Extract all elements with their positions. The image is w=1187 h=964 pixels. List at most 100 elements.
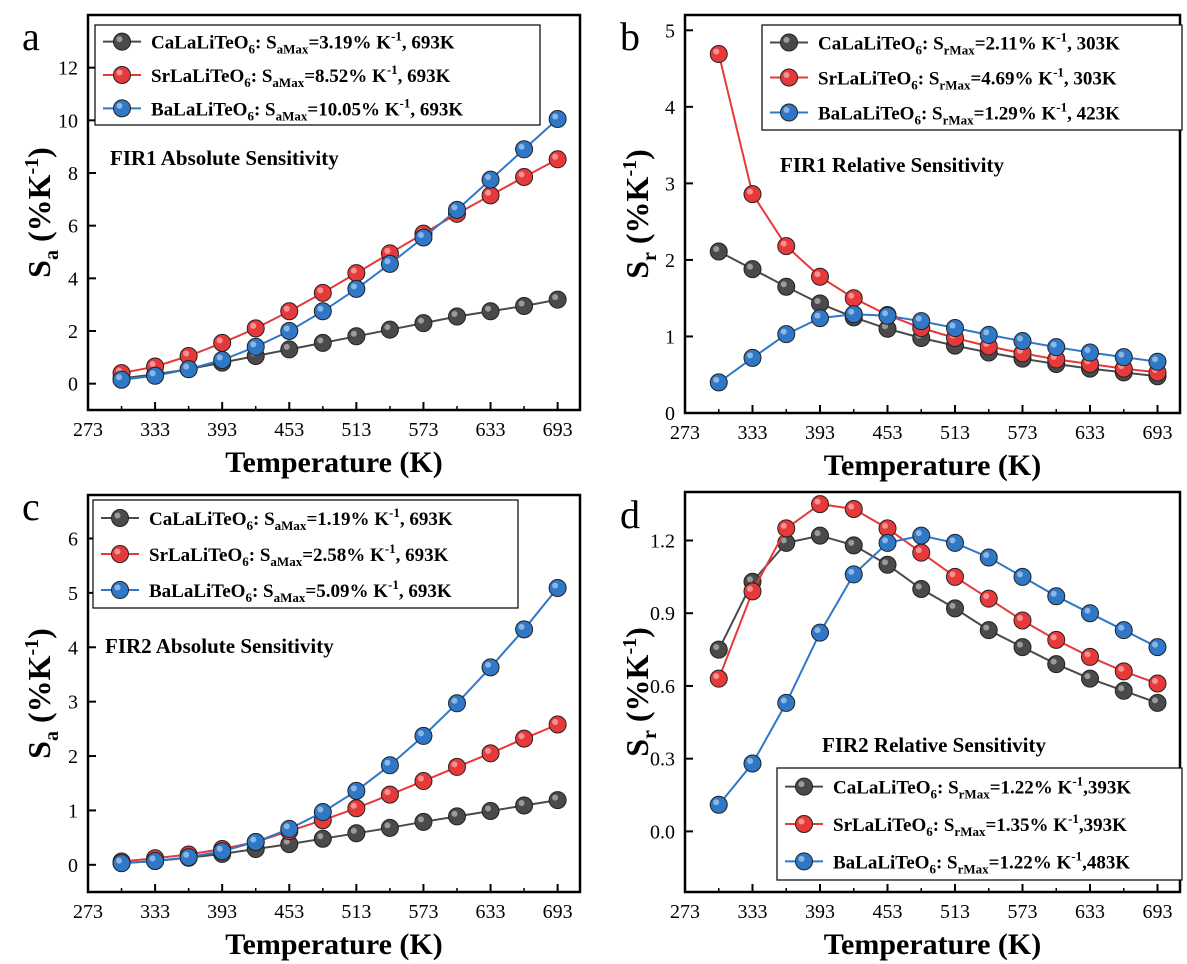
data-point-highlight: [848, 503, 855, 510]
data-point-highlight: [417, 816, 424, 823]
data-point-highlight: [1118, 624, 1125, 631]
data-point-highlight: [780, 328, 787, 335]
data-point: [979, 548, 998, 567]
data-point: [777, 237, 796, 256]
data-point-highlight: [216, 354, 223, 361]
data-point: [448, 200, 466, 219]
data-point: [380, 254, 399, 273]
y-axis-label: Sa (%K-1): [21, 147, 63, 278]
y-tick-label: 2: [665, 250, 675, 272]
data-point-highlight: [1017, 335, 1023, 342]
data-point-highlight: [317, 287, 324, 294]
data-point-highlight: [552, 294, 559, 301]
data-point: [414, 228, 433, 247]
data-point: [213, 842, 232, 861]
plot-frame: [683, 13, 1182, 415]
data-point: [1047, 587, 1066, 606]
data-point-highlight: [949, 537, 956, 544]
data-point: [347, 279, 366, 298]
panel-c: c 273 333 393 453 513 573 633 693 0 1 2 3 4 5 6 Temperat…: [21, 484, 582, 961]
data-point-highlight: [915, 315, 922, 322]
data-point-highlight: [814, 271, 821, 278]
data-point: [979, 325, 998, 344]
legend-marker-highlight: [114, 584, 121, 591]
data-point: [515, 729, 534, 748]
plot-frame: [86, 493, 582, 894]
panel-letter: a: [22, 14, 40, 59]
data-point: [481, 658, 500, 677]
data-point-highlight: [848, 568, 855, 575]
y-tick-label: 4: [68, 637, 78, 659]
data-point: [878, 306, 897, 325]
data-point-highlight: [518, 623, 525, 630]
data-point: [280, 322, 299, 340]
data-point-highlight: [451, 761, 458, 768]
data-point-highlight: [1050, 341, 1057, 348]
data-point-highlight: [882, 310, 888, 317]
data-point-highlight: [1084, 673, 1091, 680]
data-point-highlight: [983, 624, 990, 631]
legend-entry: BaLaLiTeO6: SrMax=1.22% K-1,483K: [833, 848, 1130, 876]
data-point-highlight: [183, 363, 190, 370]
data-point-highlight: [149, 855, 156, 862]
x-tick-label: 333: [140, 419, 170, 441]
data-point-highlight: [451, 697, 458, 704]
data-point: [1114, 662, 1133, 681]
data-point: [1114, 348, 1133, 367]
x-tick-label: 513: [940, 901, 970, 923]
legend-entry: SrLaLiTeO6: SrMax=1.35% K-1,393K: [833, 811, 1127, 839]
data-point: [481, 744, 500, 763]
data-point: [946, 599, 964, 618]
x-tick-label: 273: [670, 901, 700, 923]
legend-entry: SrLaLiTeO6: SaMax=2.58% K-1, 693K: [149, 541, 449, 569]
data-point-highlight: [1084, 651, 1091, 658]
x-tick-label: 573: [408, 419, 438, 441]
data-point: [811, 526, 829, 545]
data-point: [979, 589, 998, 608]
data-point-highlight: [814, 498, 821, 505]
x-axis-label: Temperature (K): [225, 928, 442, 961]
data-point-highlight: [713, 799, 720, 806]
data-point: [280, 340, 299, 359]
x-tick-label: 513: [940, 422, 970, 444]
data-point-highlight: [518, 300, 525, 307]
x-tick-label: 513: [341, 901, 371, 923]
data-point-highlight: [485, 805, 492, 812]
data-point: [313, 302, 332, 321]
data-point: [448, 757, 466, 776]
data-point-highlight: [949, 571, 956, 578]
x-tick-label: 633: [1075, 901, 1105, 923]
data-point: [448, 694, 466, 713]
data-point-highlight: [451, 204, 458, 211]
legend-marker: [795, 777, 813, 796]
data-point: [1148, 674, 1167, 693]
legend-entry: CaLaLiTeO6: SaMax=1.19% K-1, 693K: [149, 505, 453, 533]
data-point-highlight: [1050, 658, 1057, 665]
data-point-highlight: [949, 322, 956, 329]
legend-marker-highlight: [783, 72, 790, 78]
data-point: [246, 319, 265, 338]
data-point-highlight: [350, 267, 357, 274]
data-point: [146, 366, 165, 385]
data-point-highlight: [518, 800, 525, 807]
y-axis-label: Sr (%K-1): [619, 627, 661, 757]
data-point-highlight: [283, 305, 290, 312]
data-point-highlight: [1050, 590, 1057, 597]
series-line-BaLaLiTeO6: [121, 587, 559, 865]
y-tick-label: 4: [68, 268, 78, 290]
data-point: [414, 772, 433, 791]
data-point-highlight: [317, 833, 324, 840]
data-point-highlight: [814, 298, 821, 305]
data-point: [548, 791, 567, 810]
x-tick-label: 693: [543, 419, 573, 441]
data-point: [515, 620, 534, 639]
legend-marker: [795, 852, 813, 871]
data-point: [380, 818, 399, 837]
data-point-highlight: [451, 311, 458, 318]
data-point-highlight: [485, 661, 492, 668]
legend-box: [92, 499, 519, 609]
data-point-highlight: [552, 153, 559, 160]
legend-marker: [113, 32, 131, 51]
x-tick-label: 633: [476, 419, 506, 441]
legend-box: [94, 24, 541, 126]
